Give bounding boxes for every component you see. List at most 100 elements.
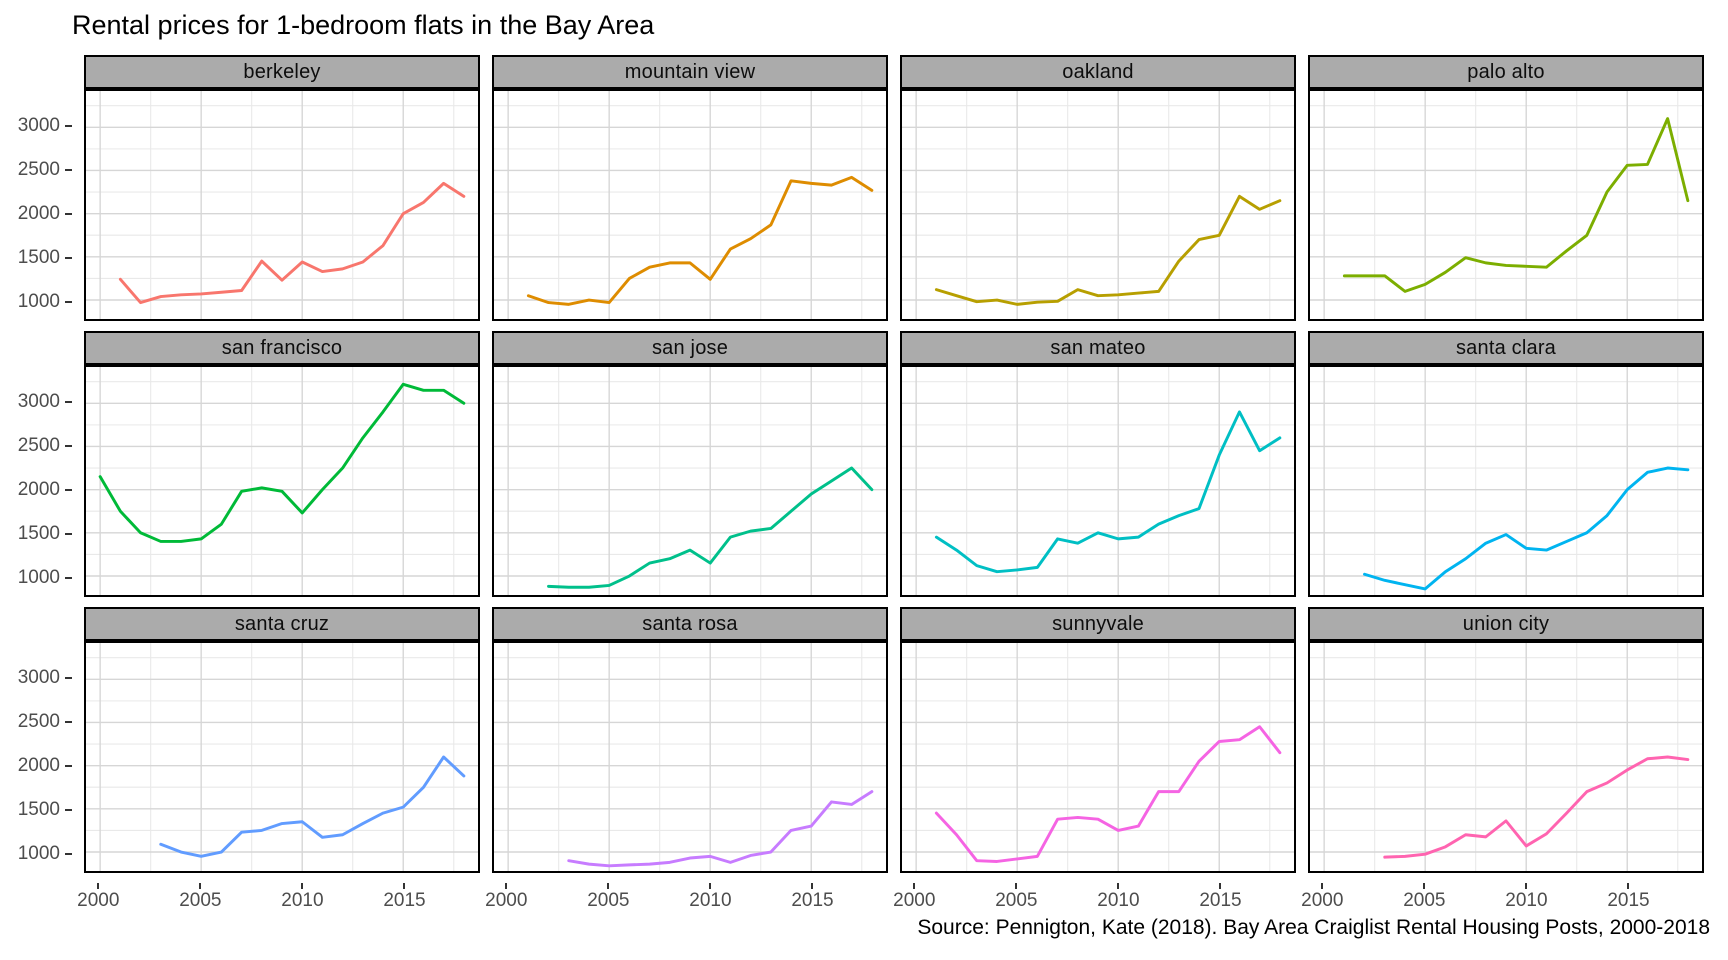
facet-strip: santa rosa (492, 607, 888, 641)
facet-mountain-view: mountain view (492, 55, 888, 321)
major-gridlines (902, 367, 1294, 595)
facet-san-francisco: san francisco (84, 331, 480, 597)
series-line-oakland (934, 194, 1282, 306)
x-axis-tick (403, 883, 406, 889)
major-gridlines (86, 367, 478, 595)
series-line-sunnyvale (934, 725, 1282, 863)
facet-plot-area (494, 643, 886, 871)
x-axis-tick (199, 883, 202, 889)
x-axis-tick-label: 2010 (1505, 890, 1548, 911)
facet-strip-label: palo alto (1467, 60, 1545, 83)
y-axis-tick (65, 400, 72, 403)
y-axis-tick-label: 1500 (17, 246, 60, 268)
y-axis-tick (65, 808, 72, 811)
major-gridlines (494, 643, 886, 871)
x-axis-tick (913, 883, 916, 889)
facet-panel (900, 641, 1296, 873)
y-axis-tick (65, 576, 72, 579)
x-axis-tick-label: 2010 (689, 890, 732, 911)
x-axis-tick (1321, 883, 1324, 889)
facet-panel (900, 89, 1296, 321)
y-axis-tick-label: 1500 (17, 522, 60, 544)
y-axis-tick (65, 300, 72, 303)
facet-berkeley: berkeley (84, 55, 480, 321)
page-title: Rental prices for 1-bedroom flats in the… (72, 10, 655, 40)
facet-palo-alto: palo alto (1308, 55, 1704, 321)
major-gridlines (494, 91, 886, 319)
facet-panel (492, 89, 888, 321)
y-axis-tick (65, 852, 72, 855)
y-axis: 1000 1500 2000 2500 3000 (0, 55, 72, 321)
x-axis-tick-label: 2005 (587, 890, 630, 911)
facet-strip-label: berkeley (243, 60, 321, 83)
series-line-santa-rosa (567, 790, 874, 868)
y-axis-tick (65, 212, 72, 215)
facet-strip-label: san mateo (1050, 336, 1146, 359)
x-axis-tick-label: 2015 (1607, 890, 1650, 911)
facet-row: 1000 1500 2000 2500 3000 berkeley mountain vie… (0, 55, 1728, 321)
minor-gridlines (1310, 367, 1702, 595)
x-axis: 2000 2005 2010 2015 2000 2005 2010 2015 2000 2005… (0, 883, 1728, 917)
facet-union-city: union city (1308, 607, 1704, 873)
facet-santa-rosa: santa rosa (492, 607, 888, 873)
minor-gridlines (494, 643, 886, 871)
series-line-berkeley (118, 181, 466, 305)
facet-san-mateo: san mateo (900, 331, 1296, 597)
facet-strip: oakland (900, 55, 1296, 89)
major-gridlines (902, 643, 1294, 871)
major-gridlines (86, 643, 478, 871)
x-axis-tick-label: 2005 (995, 890, 1038, 911)
facet-plot-area (902, 367, 1294, 595)
series-line-san-mateo (934, 410, 1282, 574)
x-axis-gutter (0, 883, 72, 917)
facet-san-jose: san jose (492, 331, 888, 597)
facet-strip: mountain view (492, 55, 888, 89)
x-axis-tick (97, 883, 100, 889)
minor-gridlines (86, 643, 478, 871)
y-axis-tick (65, 532, 72, 535)
x-axis-tick-label: 2000 (77, 890, 120, 911)
x-axis-cell: 2000 2005 2010 2015 (485, 883, 888, 917)
y-axis-tick (65, 168, 72, 171)
x-axis-tick (811, 883, 814, 889)
facet-strip-label: sunnyvale (1052, 612, 1144, 635)
y-axis-tick (65, 720, 72, 723)
facet-plot-area (86, 643, 478, 871)
minor-gridlines (494, 91, 886, 319)
facet-strip-label: santa cruz (234, 612, 330, 635)
y-axis-tick-label: 2500 (17, 158, 60, 180)
y-axis-tick (65, 256, 72, 259)
x-axis-tick (1219, 883, 1222, 889)
x-axis-tick-label: 2015 (1199, 890, 1242, 911)
facet-sunnyvale: sunnyvale (900, 607, 1296, 873)
x-axis-cell: 2000 2005 2010 2015 (893, 883, 1296, 917)
facet-panel (1308, 641, 1704, 873)
minor-gridlines (902, 367, 1294, 595)
x-axis-tick-label: 2005 (179, 890, 222, 911)
x-axis-tick (1423, 883, 1426, 889)
facet-panel (492, 641, 888, 873)
series-line-santa-cruz (159, 755, 466, 858)
y-axis: 1000 1500 2000 2500 3000 (0, 331, 72, 597)
facet-plot-area (1310, 643, 1702, 871)
facet-plot-area (494, 367, 886, 595)
facet-strip-label: oakland (1062, 60, 1134, 83)
x-axis-tick-label: 2005 (1403, 890, 1446, 911)
major-gridlines (86, 91, 478, 319)
facet-row: 1000 1500 2000 2500 3000 san francisco san jos… (0, 331, 1728, 597)
facet-plot-area (494, 91, 886, 319)
facet-panel (84, 89, 480, 321)
y-axis-tick (65, 764, 72, 767)
x-axis-tick (301, 883, 304, 889)
minor-gridlines (1310, 643, 1702, 871)
y-axis-tick-label: 3000 (17, 666, 60, 688)
y-axis-tick-label: 2000 (17, 202, 60, 224)
facet-strip: san mateo (900, 331, 1296, 365)
facet-plot-area (1310, 367, 1702, 595)
facet-strip-label: santa clara (1455, 336, 1557, 359)
y-axis-tick-label: 3000 (17, 114, 60, 136)
facet-strip-label: san francisco (221, 336, 343, 359)
facet-panel (84, 365, 480, 597)
minor-gridlines (1310, 91, 1702, 319)
facet-strip: union city (1308, 607, 1704, 641)
